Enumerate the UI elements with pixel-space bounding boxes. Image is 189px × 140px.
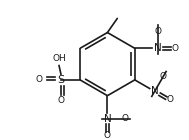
Text: O: O <box>154 27 161 36</box>
Text: O: O <box>166 95 173 104</box>
Text: O: O <box>121 114 128 123</box>
Text: O: O <box>57 96 64 105</box>
Text: O: O <box>35 75 42 84</box>
Text: N: N <box>151 86 159 96</box>
Text: N: N <box>104 114 111 124</box>
Text: O: O <box>160 72 167 81</box>
Text: O: O <box>104 131 111 140</box>
Text: O: O <box>171 44 178 53</box>
Text: OH: OH <box>52 54 66 63</box>
Text: N: N <box>154 43 162 53</box>
Text: S: S <box>57 75 64 85</box>
